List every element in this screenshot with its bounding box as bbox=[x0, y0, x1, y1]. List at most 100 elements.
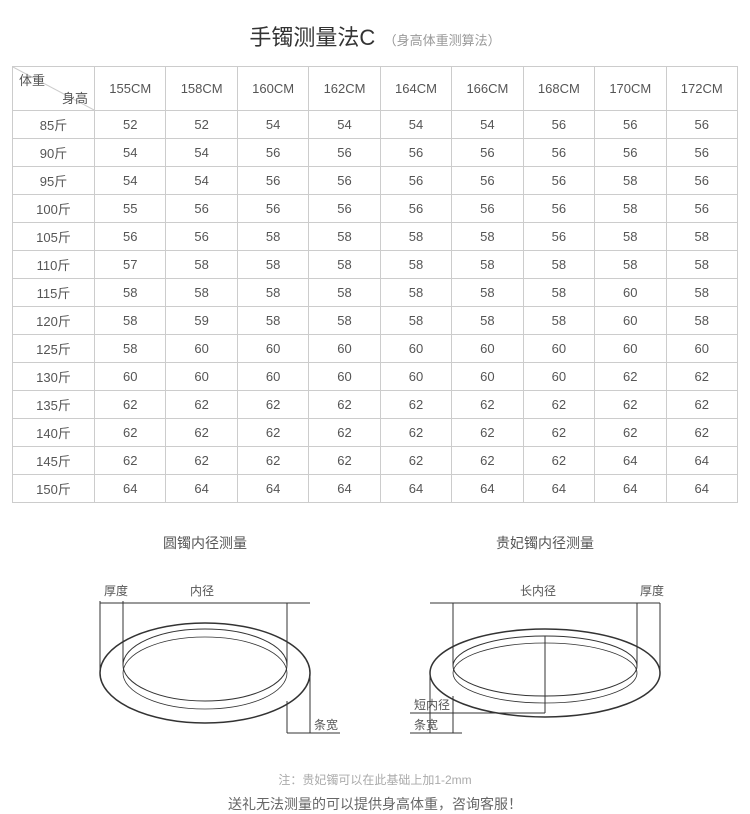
value-cell: 56 bbox=[595, 111, 666, 139]
height-header: 166CM bbox=[452, 67, 523, 111]
value-cell: 60 bbox=[523, 335, 594, 363]
oval-bangle-diagram: 贵妃镯内径测量 长内径 厚度 短内径 条宽 bbox=[410, 533, 680, 753]
value-cell: 54 bbox=[452, 111, 523, 139]
value-cell: 56 bbox=[452, 195, 523, 223]
value-cell: 58 bbox=[95, 307, 166, 335]
value-cell: 60 bbox=[380, 363, 451, 391]
value-cell: 60 bbox=[595, 335, 666, 363]
value-cell: 64 bbox=[595, 475, 666, 503]
weight-cell: 145斤 bbox=[13, 447, 95, 475]
table-row: 130斤606060606060606262 bbox=[13, 363, 738, 391]
value-cell: 58 bbox=[452, 307, 523, 335]
height-header: 155CM bbox=[95, 67, 166, 111]
value-cell: 60 bbox=[666, 335, 738, 363]
weight-cell: 135斤 bbox=[13, 391, 95, 419]
table-row: 120斤585958585858586058 bbox=[13, 307, 738, 335]
value-cell: 62 bbox=[309, 419, 380, 447]
value-cell: 52 bbox=[95, 111, 166, 139]
value-cell: 64 bbox=[237, 475, 308, 503]
value-cell: 56 bbox=[95, 223, 166, 251]
table-row: 90斤545456565656565656 bbox=[13, 139, 738, 167]
height-header: 172CM bbox=[666, 67, 738, 111]
label-thickness: 厚度 bbox=[640, 583, 664, 598]
value-cell: 58 bbox=[237, 223, 308, 251]
corner-cell: 体重身高 bbox=[13, 67, 95, 111]
value-cell: 60 bbox=[166, 335, 237, 363]
weight-cell: 105斤 bbox=[13, 223, 95, 251]
value-cell: 58 bbox=[666, 279, 738, 307]
value-cell: 56 bbox=[666, 139, 738, 167]
value-cell: 56 bbox=[380, 195, 451, 223]
value-cell: 58 bbox=[452, 279, 523, 307]
value-cell: 62 bbox=[595, 363, 666, 391]
value-cell: 56 bbox=[666, 195, 738, 223]
value-cell: 58 bbox=[380, 307, 451, 335]
value-cell: 60 bbox=[309, 335, 380, 363]
value-cell: 58 bbox=[237, 251, 308, 279]
value-cell: 60 bbox=[237, 335, 308, 363]
value-cell: 62 bbox=[95, 391, 166, 419]
value-cell: 54 bbox=[309, 111, 380, 139]
value-cell: 60 bbox=[452, 363, 523, 391]
value-cell: 62 bbox=[380, 447, 451, 475]
value-cell: 58 bbox=[237, 307, 308, 335]
value-cell: 58 bbox=[95, 279, 166, 307]
value-cell: 64 bbox=[666, 475, 738, 503]
value-cell: 59 bbox=[166, 307, 237, 335]
value-cell: 54 bbox=[166, 139, 237, 167]
value-cell: 62 bbox=[452, 419, 523, 447]
label-long-inner: 长内径 bbox=[520, 584, 556, 598]
value-cell: 64 bbox=[166, 475, 237, 503]
value-cell: 54 bbox=[380, 111, 451, 139]
value-cell: 64 bbox=[452, 475, 523, 503]
value-cell: 58 bbox=[452, 223, 523, 251]
value-cell: 57 bbox=[95, 251, 166, 279]
value-cell: 62 bbox=[237, 447, 308, 475]
value-cell: 58 bbox=[523, 251, 594, 279]
value-cell: 62 bbox=[95, 419, 166, 447]
title-row: 手镯测量法C （身高体重测算法） bbox=[12, 10, 738, 66]
value-cell: 64 bbox=[380, 475, 451, 503]
weight-cell: 115斤 bbox=[13, 279, 95, 307]
height-header: 162CM bbox=[309, 67, 380, 111]
value-cell: 54 bbox=[95, 167, 166, 195]
weight-cell: 150斤 bbox=[13, 475, 95, 503]
value-cell: 56 bbox=[309, 195, 380, 223]
value-cell: 56 bbox=[380, 139, 451, 167]
value-cell: 58 bbox=[166, 251, 237, 279]
table-row: 115斤585858585858586058 bbox=[13, 279, 738, 307]
value-cell: 58 bbox=[309, 251, 380, 279]
value-cell: 56 bbox=[309, 167, 380, 195]
table-row: 145斤626262626262626464 bbox=[13, 447, 738, 475]
table-row: 135斤626262626262626262 bbox=[13, 391, 738, 419]
value-cell: 58 bbox=[595, 251, 666, 279]
value-cell: 58 bbox=[95, 335, 166, 363]
label-inner-dia: 内径 bbox=[190, 584, 214, 598]
value-cell: 58 bbox=[166, 279, 237, 307]
weight-cell: 90斤 bbox=[13, 139, 95, 167]
value-cell: 58 bbox=[380, 251, 451, 279]
value-cell: 60 bbox=[95, 363, 166, 391]
value-cell: 60 bbox=[237, 363, 308, 391]
value-cell: 54 bbox=[95, 139, 166, 167]
value-cell: 56 bbox=[380, 167, 451, 195]
value-cell: 56 bbox=[237, 139, 308, 167]
value-cell: 58 bbox=[380, 223, 451, 251]
value-cell: 62 bbox=[666, 391, 738, 419]
value-cell: 58 bbox=[523, 279, 594, 307]
value-cell: 55 bbox=[95, 195, 166, 223]
value-cell: 58 bbox=[666, 307, 738, 335]
table-row: 100斤555656565656565856 bbox=[13, 195, 738, 223]
value-cell: 60 bbox=[595, 307, 666, 335]
label-short-inner: 短内径 bbox=[414, 698, 450, 712]
sizing-table: 体重身高155CM158CM160CM162CM164CM166CM168CM1… bbox=[12, 66, 738, 503]
value-cell: 62 bbox=[166, 419, 237, 447]
table-row: 85斤525254545454565656 bbox=[13, 111, 738, 139]
notes-block: 注：贵妃镯可以在此基础上加1-2mm 送礼无法测量的可以提供身高体重，咨询客服！ bbox=[12, 771, 738, 814]
table-row: 140斤626262626262626262 bbox=[13, 419, 738, 447]
value-cell: 62 bbox=[523, 447, 594, 475]
label-bandwidth: 条宽 bbox=[314, 717, 338, 732]
weight-cell: 140斤 bbox=[13, 419, 95, 447]
value-cell: 62 bbox=[595, 419, 666, 447]
table-row: 110斤575858585858585858 bbox=[13, 251, 738, 279]
